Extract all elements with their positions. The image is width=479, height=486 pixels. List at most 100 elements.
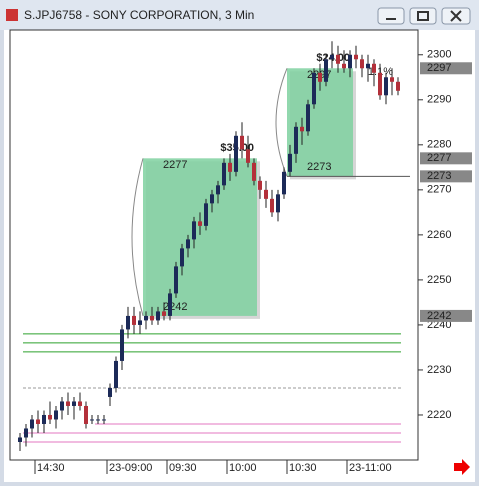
candle-body: [66, 401, 70, 406]
candle-body: [156, 311, 160, 321]
y-tick-label: 2300: [427, 49, 451, 61]
price-marker-label: 2277: [427, 152, 451, 164]
candle-body: [318, 72, 322, 82]
price-marker: [420, 62, 472, 75]
candle-body: [354, 54, 358, 60]
candle-body: [54, 410, 58, 420]
candle-body: [306, 104, 310, 132]
candle-body: [162, 311, 166, 316]
candle-body: [294, 126, 298, 154]
candle-body: [120, 329, 124, 361]
candle-body: [18, 437, 22, 442]
price-marker: [420, 170, 472, 183]
candle-body: [144, 315, 148, 321]
candle-body: [114, 360, 118, 388]
y-tick-label: 2290: [427, 94, 451, 106]
candle-body: [384, 77, 388, 96]
x-tick-label: 23-09:00: [109, 462, 152, 474]
maximize-icon: [417, 11, 429, 21]
candle-body: [276, 194, 280, 213]
candle-body: [42, 414, 46, 424]
maximize-button[interactable]: [409, 7, 437, 25]
candle-body: [78, 401, 82, 406]
candle-body: [90, 419, 94, 421]
candle-body: [396, 81, 400, 91]
price-marker-label: 2242: [427, 310, 451, 322]
candle-body: [228, 162, 232, 172]
price-marker: [420, 152, 472, 165]
zone: [143, 158, 257, 316]
candle-body: [300, 126, 304, 132]
minimize-button[interactable]: [377, 7, 405, 25]
candle-body: [288, 153, 292, 172]
candle-body: [234, 135, 238, 172]
close-icon: [450, 10, 462, 22]
zone-bracket: [131, 158, 144, 317]
x-tick-label: 09:30: [169, 462, 197, 474]
candle-body: [264, 189, 268, 199]
candle-body: [390, 77, 394, 82]
app-icon: [6, 9, 18, 21]
x-tick-label: 10:00: [229, 462, 257, 474]
window-title: S.JPJ6758 - SONY CORPORATION, 3 Min: [24, 8, 254, 22]
y-tick-label: 2280: [427, 139, 451, 151]
candle-body: [186, 239, 190, 249]
candle-body: [48, 414, 52, 420]
price-marker-label: 2297: [427, 62, 451, 74]
candle-body: [96, 419, 100, 421]
candle-body: [324, 59, 328, 82]
candle-body: [108, 387, 112, 397]
candle-body: [174, 266, 178, 294]
candle-body: [210, 194, 214, 204]
y-tick-label: 2260: [427, 229, 451, 241]
candle-body: [198, 221, 202, 226]
zone-bottom-label: 2242: [163, 301, 187, 313]
candle-body: [150, 315, 154, 321]
window-buttons[interactable]: [377, 7, 471, 25]
y-tick-label: 2250: [427, 274, 451, 286]
candle-body: [72, 401, 76, 406]
candle-body: [336, 54, 340, 64]
zone-top-label: 2277: [163, 159, 187, 171]
candle-body: [60, 401, 64, 411]
candle-body: [246, 149, 250, 163]
candle-body: [168, 293, 172, 316]
candle-body: [30, 419, 34, 429]
candle-body: [36, 419, 40, 424]
candle-body: [312, 72, 316, 105]
candle-body: [330, 54, 334, 60]
candle-body: [222, 162, 226, 186]
y-tick-label: 2230: [427, 364, 451, 376]
y-tick-label: 2220: [427, 409, 451, 421]
candle-body: [252, 162, 256, 181]
candle-body: [84, 405, 88, 424]
zone-bottom-label: 2273: [307, 161, 331, 173]
candle-body: [138, 320, 142, 325]
x-tick-label: 23-11:00: [349, 462, 392, 474]
candle-body: [132, 315, 136, 325]
zone-bracket: [275, 68, 288, 177]
candle-body: [216, 185, 220, 195]
x-tick-label: 14:30: [37, 462, 65, 474]
candle-body: [378, 72, 382, 96]
candle-body: [366, 63, 370, 69]
candle-body: [258, 180, 262, 190]
candle-body: [360, 59, 364, 69]
candle-body: [240, 135, 244, 150]
candle-body: [180, 248, 184, 267]
price-marker-label: 2273: [427, 170, 451, 182]
candle-body: [102, 419, 106, 421]
candle-body: [282, 171, 286, 195]
scroll-arrow[interactable]: [454, 459, 470, 475]
x-tick-label: 10:30: [289, 462, 317, 474]
candle-body: [126, 315, 130, 330]
price-marker: [420, 309, 472, 322]
candle-body: [270, 198, 274, 213]
candle-body: [342, 63, 346, 69]
candle-body: [372, 63, 376, 73]
candle-body: [192, 221, 196, 240]
candle-body: [348, 54, 352, 69]
candle-body: [24, 428, 28, 438]
